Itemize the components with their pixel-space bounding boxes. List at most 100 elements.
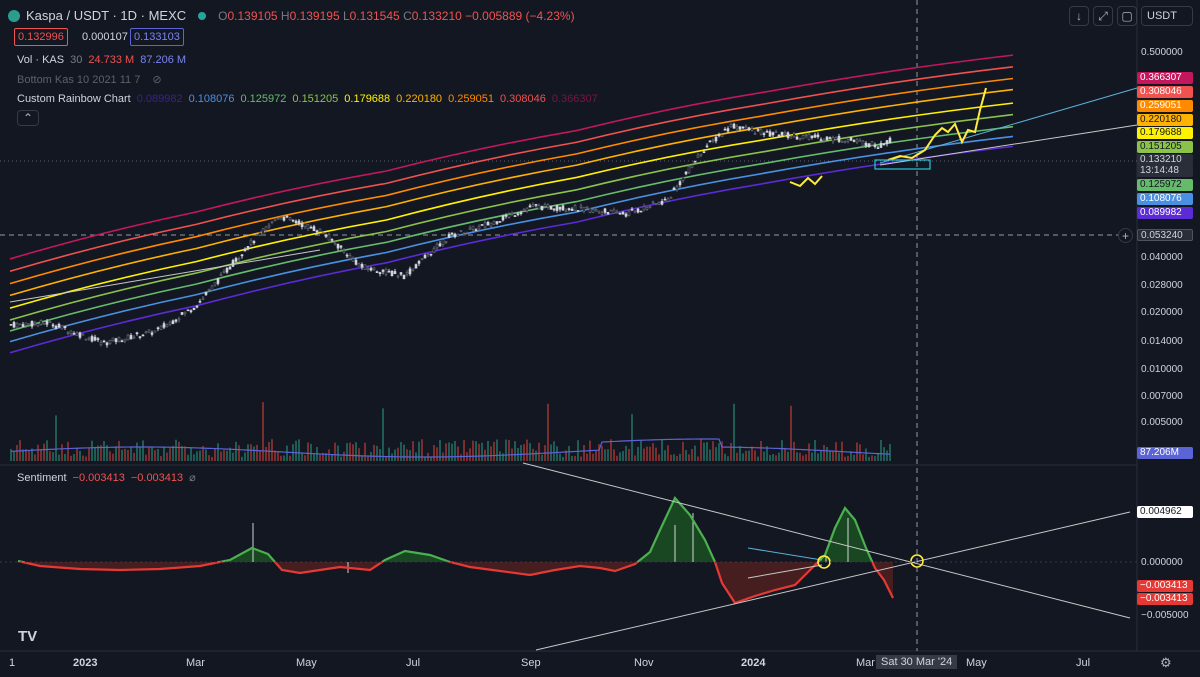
candle-body xyxy=(543,203,547,207)
volume-bar xyxy=(880,439,882,461)
candle-body xyxy=(666,198,670,202)
collapse-legend-button[interactable]: ⌃ xyxy=(17,110,39,126)
volume-bar xyxy=(670,454,672,461)
move-down-button[interactable]: ↓ xyxy=(1069,6,1089,26)
rainbow-bands xyxy=(9,54,1014,354)
band-price-label: 13:14:48 xyxy=(1137,165,1193,177)
volume-bar xyxy=(712,441,714,461)
candle-body xyxy=(336,243,340,249)
volume-bar xyxy=(100,445,102,461)
volume-bar xyxy=(319,454,321,461)
sentiment-upper-label: 0.004962 xyxy=(1137,506,1193,518)
volume-bar xyxy=(601,445,603,461)
volume-bar xyxy=(277,452,279,461)
candle-body xyxy=(780,131,784,136)
eye-hidden-icon[interactable]: ⊘ xyxy=(152,74,162,86)
candle-body xyxy=(615,211,619,214)
volume-name: Vol · KAS xyxy=(17,54,65,66)
symbol-title[interactable]: Kaspa / USDT · 1D · MEXC xyxy=(26,8,187,23)
volume-bar xyxy=(730,442,732,461)
volume-bar xyxy=(715,447,717,461)
candle-body xyxy=(150,332,154,335)
candle-body xyxy=(507,214,511,218)
candle-body xyxy=(747,127,751,130)
candle-body xyxy=(348,255,352,260)
volume-bar xyxy=(199,450,201,461)
rainbow-legend[interactable]: Custom Rainbow Chart 0.089982 0.108076 0.1… xyxy=(17,93,598,105)
candle-body xyxy=(519,212,523,215)
candle-body xyxy=(831,137,835,142)
sentiment-trendline-down xyxy=(522,462,1131,619)
volume-bar xyxy=(88,447,90,461)
volume-bar xyxy=(403,444,405,461)
bottom-indicator-legend[interactable]: Bottom Kas 10 2021 11 7 ⊘ xyxy=(17,73,162,87)
add-alert-button[interactable]: + xyxy=(1118,228,1133,243)
volume-bar xyxy=(28,450,30,461)
volume-bar xyxy=(631,414,633,461)
candle-body xyxy=(33,322,37,325)
crosshair-price-label: 0.053240 xyxy=(1137,229,1193,241)
volume-bar xyxy=(34,454,36,461)
chevron-up-icon: ⌃ xyxy=(22,111,34,125)
sentiment-legend[interactable]: Sentiment −0.003413 −0.003413 ⌀ xyxy=(17,471,196,485)
volume-bar xyxy=(109,451,111,461)
candle-body xyxy=(69,330,73,335)
fullscreen-button[interactable]: ▢ xyxy=(1117,6,1137,26)
volume-bar xyxy=(424,456,426,461)
sentiment-value-2: −0.003413 xyxy=(130,471,184,484)
volume-legend[interactable]: Vol · KAS 30 24.733 M 87.206 M xyxy=(17,54,186,66)
candle-body xyxy=(822,139,826,142)
candle-body xyxy=(147,329,151,333)
volume-bar xyxy=(322,452,324,461)
candle-body xyxy=(765,131,769,133)
candle-body xyxy=(252,241,256,243)
candle-body xyxy=(81,333,85,336)
volume-bar xyxy=(493,441,495,461)
candle-body xyxy=(609,209,613,212)
candle-body xyxy=(393,271,397,275)
sell-price-box[interactable]: 0.132996 xyxy=(14,28,68,46)
candle-body xyxy=(96,338,100,340)
volume-bar xyxy=(58,454,60,461)
price-candles xyxy=(9,122,892,348)
volume-bar xyxy=(421,439,423,461)
volume-bar xyxy=(289,455,291,461)
candle-body xyxy=(558,206,562,210)
candle-body xyxy=(345,254,349,257)
hidden-eye-icon[interactable]: ⌀ xyxy=(189,472,196,484)
volume-bar xyxy=(754,450,756,461)
tradingview-logo-icon: TV xyxy=(18,628,38,645)
volume-bar xyxy=(349,442,351,461)
candle-body xyxy=(363,264,367,270)
volume-bar xyxy=(535,450,537,461)
volume-bar xyxy=(811,452,813,461)
sentiment-short-line xyxy=(747,564,823,579)
candle-body xyxy=(552,208,556,211)
volume-bar xyxy=(118,440,120,461)
buy-price-box[interactable]: 0.133103 xyxy=(130,28,184,46)
sentiment-area-positive xyxy=(18,498,893,562)
candle-body xyxy=(834,137,838,140)
volume-value: 24.733 M xyxy=(88,54,135,66)
candle-body xyxy=(864,142,868,147)
maximize-button[interactable]: ⤢ xyxy=(1093,6,1113,26)
volume-bar xyxy=(250,444,252,461)
volume-bar xyxy=(409,450,411,461)
volume-bar xyxy=(229,447,231,461)
band-price-label: 0.151205 xyxy=(1137,141,1193,153)
time-tick: 2024 xyxy=(741,657,766,669)
volume-bar xyxy=(772,454,774,461)
candle-body xyxy=(603,208,607,213)
settings-gear-icon[interactable]: ⚙ xyxy=(1160,655,1172,670)
currency-select[interactable]: USDT xyxy=(1141,6,1193,26)
volume-bar xyxy=(136,442,138,461)
rainbow-name: Custom Rainbow Chart xyxy=(17,93,131,105)
time-tick: Jul xyxy=(1076,657,1091,669)
sentiment-value-1: −0.003413 xyxy=(72,471,125,484)
volume-bar xyxy=(367,455,369,461)
volume-bar xyxy=(505,439,507,461)
volume-bar xyxy=(748,450,750,461)
candle-body xyxy=(789,136,793,139)
candle-body xyxy=(879,143,883,148)
